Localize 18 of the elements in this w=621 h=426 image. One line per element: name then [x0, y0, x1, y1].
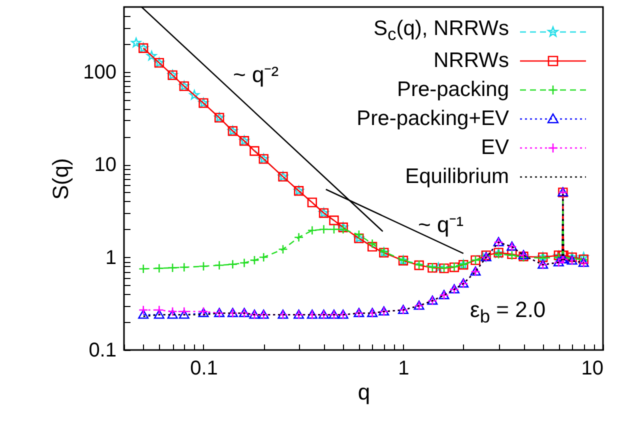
legend-label: EV — [480, 136, 509, 160]
x-tick-label: 1 — [398, 358, 410, 380]
x-tick-label: 0.1 — [190, 358, 218, 380]
annotation: ε$_{b}$ = 2.0 — [470, 297, 546, 328]
y-tick-label: 0.1 — [88, 340, 116, 362]
annotation: ~ q⁻¹ — [418, 211, 464, 238]
legend-label: S$_{c}$(q), NRRWs — [373, 17, 509, 46]
legend-label: NRRWs — [434, 48, 509, 72]
y-tick-label: 10 — [94, 154, 116, 176]
x-axis-title: q — [358, 380, 370, 404]
legend-label: Equilibrium — [405, 164, 509, 188]
legend-label: Pre-packing+EV — [356, 106, 509, 130]
x-tick-label: 10 — [581, 358, 604, 380]
y-tick-label: 100 — [83, 61, 116, 84]
y-axis-title: S(q) — [48, 158, 74, 200]
annotation: ~ q⁻² — [233, 61, 279, 88]
legend-label: Pre-packing — [396, 78, 509, 102]
y-tick-label: 1 — [105, 246, 116, 269]
